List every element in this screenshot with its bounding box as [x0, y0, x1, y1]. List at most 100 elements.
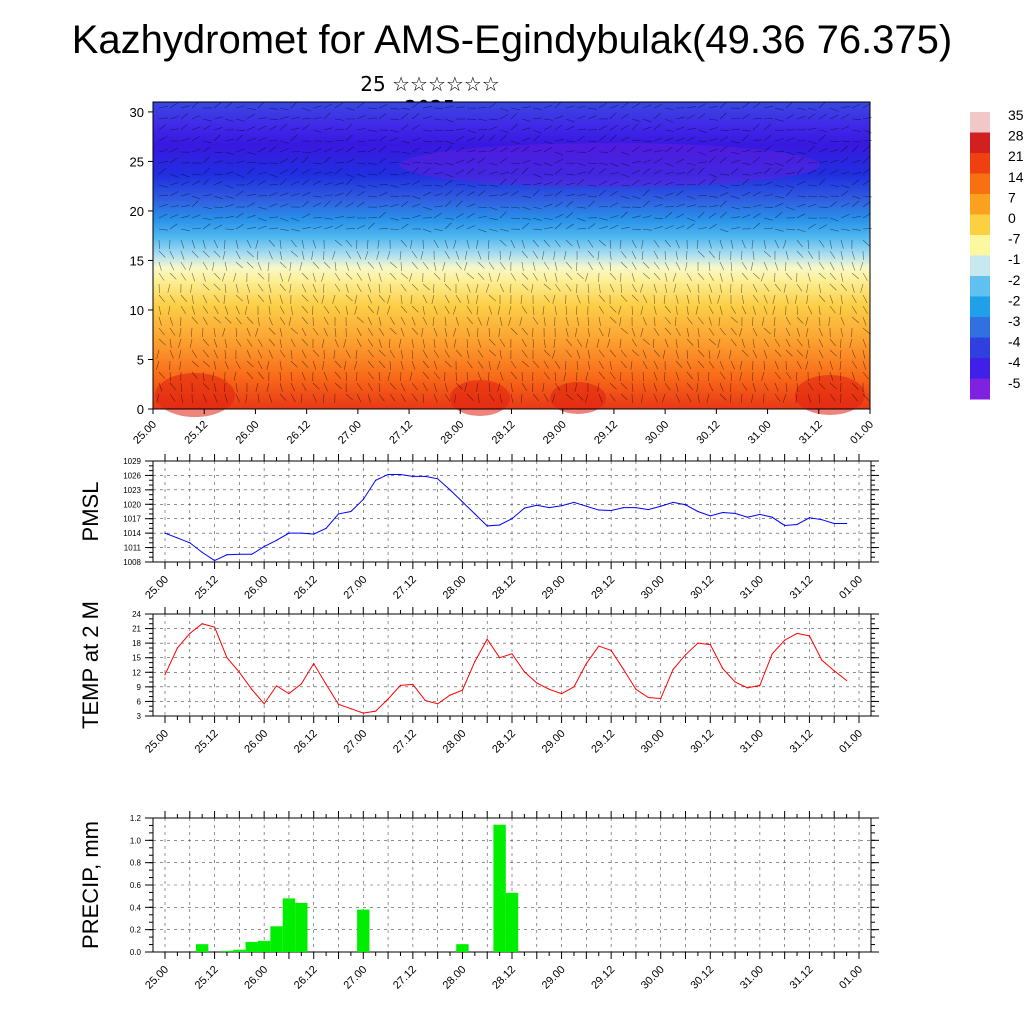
wind-barb [332, 294, 336, 304]
wind-barb [180, 181, 190, 186]
wind-barb [807, 107, 817, 111]
wind-barb [585, 393, 589, 403]
wind-barb [519, 316, 523, 326]
wind-barb [575, 261, 578, 271]
wind-barb [222, 250, 226, 260]
wind-barb [466, 327, 470, 337]
wind-barb [565, 338, 573, 347]
data-point [585, 662, 587, 665]
colorbar-label: 35 [1008, 107, 1024, 123]
wind-barb [378, 261, 383, 271]
wind-barb [818, 113, 827, 120]
wind-barb [554, 272, 558, 282]
wind-barb [202, 316, 208, 325]
wind-barb [862, 213, 871, 219]
wind-barb [454, 393, 457, 403]
wind-barb [389, 272, 397, 280]
wind-barb [851, 250, 855, 260]
wind-barb [334, 139, 344, 142]
wind-barb [279, 371, 281, 381]
wind-barb [532, 239, 540, 248]
wind-barb [532, 135, 541, 142]
wind-barb [290, 101, 298, 109]
wind-barb [312, 261, 320, 269]
wind-barb [477, 118, 487, 122]
wind-barb [818, 382, 826, 390]
wind-barb [631, 215, 641, 219]
wind-barb [235, 338, 242, 347]
data-point [164, 532, 166, 534]
x-tick-label: 30.00 [643, 419, 671, 447]
wind-barb [686, 146, 695, 153]
wind-barb [356, 140, 366, 143]
data-point [412, 683, 414, 686]
wind-barb [829, 349, 837, 357]
wind-barb [531, 283, 534, 293]
colorbar-label: 28 [1008, 128, 1024, 144]
wind-barb [807, 223, 816, 230]
wind-barb [763, 135, 772, 142]
wind-barb [741, 294, 745, 304]
precip-bar [270, 926, 283, 952]
wind-barb [829, 360, 833, 370]
wind-barb [433, 393, 438, 403]
data-point [399, 473, 402, 476]
y-tick-label: 0.2 [130, 926, 142, 935]
data-point [536, 682, 538, 684]
wind-barb [587, 146, 596, 153]
data-point [387, 698, 389, 700]
colorbar-label: -5 [1008, 375, 1021, 391]
wind-barb [455, 190, 464, 197]
wind-barb [686, 316, 693, 325]
wind-barb [652, 338, 655, 348]
wind-barb [510, 162, 520, 165]
wind-barb [717, 338, 721, 348]
wind-barb [532, 272, 539, 281]
wind-barb [631, 169, 641, 175]
wind-barb [543, 272, 547, 282]
wind-barb [642, 261, 650, 269]
wind-barb [829, 305, 836, 314]
wind-barb [565, 200, 574, 208]
wind-barb [400, 382, 406, 392]
wind-barb [235, 316, 242, 325]
data-point [337, 513, 340, 515]
wind-barb [598, 239, 606, 247]
wind-barb [345, 134, 353, 142]
wind-barb [224, 151, 234, 155]
wind-barb [741, 283, 743, 294]
wind-barb [279, 148, 289, 153]
wind-barb [708, 272, 714, 281]
wind-barb [829, 107, 839, 112]
wind-barb [620, 250, 627, 259]
wind-barb [521, 338, 527, 347]
wind-barb [488, 118, 498, 121]
wind-barb [191, 349, 197, 358]
wind-barb [730, 272, 734, 282]
wind-barb [620, 283, 622, 293]
wind-barb [367, 195, 377, 198]
wind-barb [664, 316, 671, 325]
wind-barb [279, 239, 282, 249]
wind-barb [224, 138, 234, 142]
data-point [684, 504, 687, 506]
wind-barb [741, 261, 748, 270]
wind-barb [851, 349, 856, 359]
wind-barb [323, 171, 333, 175]
x-tick-label: 30.12 [688, 964, 716, 992]
data-point [164, 674, 166, 676]
wind-barb [422, 360, 429, 369]
wind-barb [752, 294, 759, 303]
wind-barb [805, 327, 809, 337]
wind-barb [466, 305, 473, 314]
wind-barb [730, 206, 740, 210]
wind-barb [279, 107, 289, 111]
wind-barb [442, 261, 446, 271]
wind-barb [169, 250, 175, 260]
wind-barb [158, 382, 163, 392]
x-tick-label: 25.00 [143, 728, 171, 756]
wind-barb [158, 371, 166, 379]
wind-barb [411, 338, 414, 348]
wind-barb [487, 239, 490, 249]
wind-barb [609, 181, 619, 186]
